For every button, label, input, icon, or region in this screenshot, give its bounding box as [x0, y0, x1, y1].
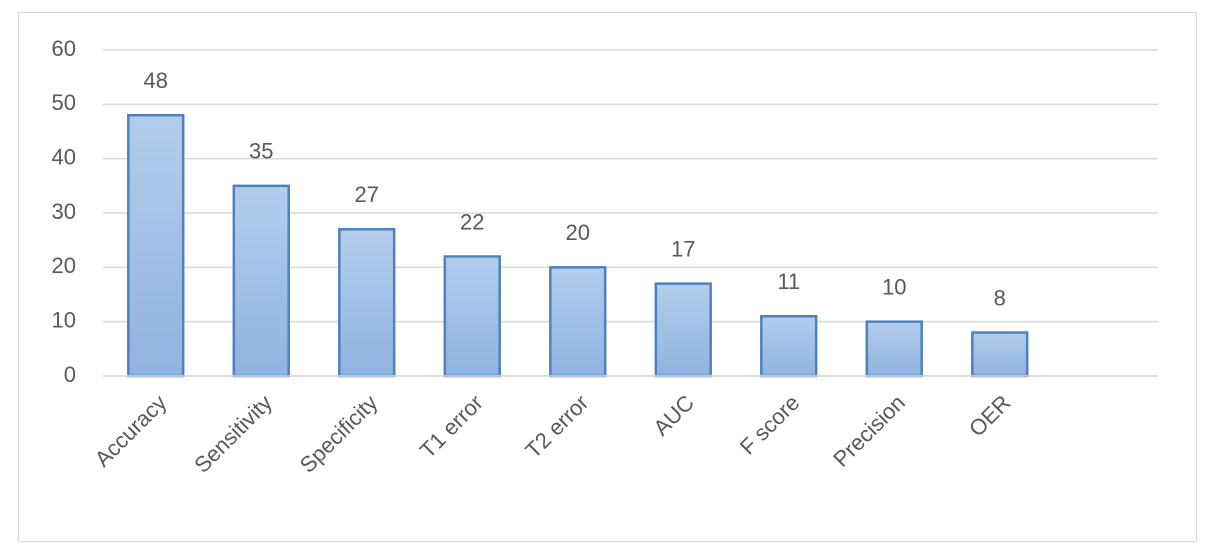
bar	[654, 282, 712, 378]
y-tick-label: 40	[52, 144, 76, 169]
bar	[549, 266, 607, 378]
bar	[760, 314, 818, 378]
data-label: 48	[144, 68, 168, 93]
y-tick-label: 10	[52, 307, 76, 332]
y-tick-label: 30	[52, 199, 76, 224]
data-label: 11	[777, 269, 800, 294]
data-label: 8	[994, 285, 1006, 310]
y-tick-label: 50	[52, 90, 76, 115]
data-label: 35	[249, 139, 273, 164]
data-label: 17	[671, 236, 695, 261]
bar	[443, 255, 501, 378]
y-tick-label: 0	[64, 362, 76, 387]
data-label: 22	[460, 209, 484, 234]
chart-frame	[18, 12, 1197, 542]
bar	[232, 184, 290, 378]
bar	[338, 228, 396, 378]
y-tick-label: 60	[52, 36, 76, 61]
bar	[127, 113, 185, 378]
bar	[971, 331, 1029, 378]
y-tick-label: 20	[52, 253, 76, 278]
data-label: 27	[355, 182, 379, 207]
data-label: 10	[882, 274, 906, 299]
bar	[865, 320, 923, 378]
data-label: 20	[566, 220, 590, 245]
